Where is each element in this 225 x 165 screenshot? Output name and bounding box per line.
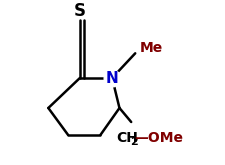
Text: —OMe: —OMe (134, 131, 183, 145)
Text: Me: Me (139, 41, 163, 55)
Text: 2: 2 (130, 137, 138, 147)
Text: S: S (74, 2, 86, 20)
Text: CH: CH (117, 131, 138, 145)
Text: N: N (106, 70, 119, 85)
